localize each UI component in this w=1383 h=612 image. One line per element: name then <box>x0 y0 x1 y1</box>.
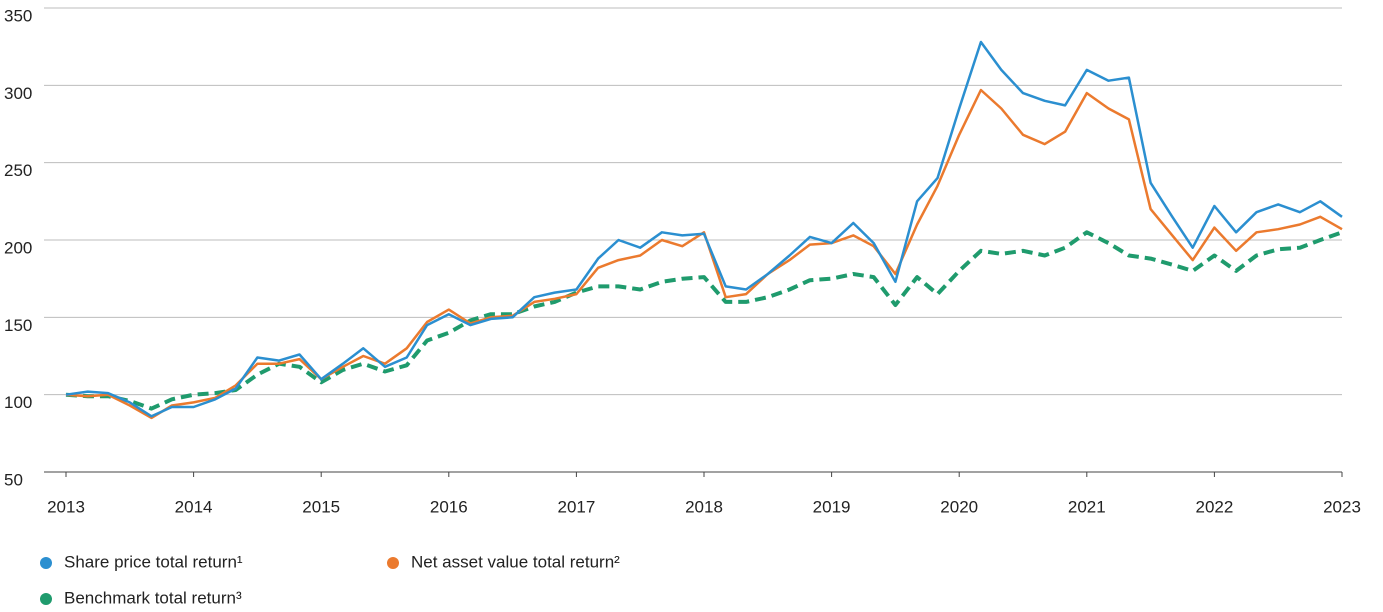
y-tick-label: 100 <box>4 393 32 412</box>
x-tick-label: 2014 <box>175 497 213 516</box>
x-tick-label: 2016 <box>430 497 468 516</box>
y-tick-label: 300 <box>4 84 32 103</box>
series-line <box>65 40 1343 418</box>
legend-label: Share price total return¹ <box>64 552 243 571</box>
x-tick-label: 2020 <box>940 497 978 516</box>
legend-marker <box>40 557 52 569</box>
x-tick-label: 2013 <box>47 497 85 516</box>
series-line <box>65 230 1343 411</box>
x-tick-label: 2015 <box>302 497 340 516</box>
y-tick-label: 350 <box>4 6 32 25</box>
y-tick-label: 50 <box>4 470 23 489</box>
legend-label: Benchmark total return³ <box>64 588 242 607</box>
x-tick-label: 2017 <box>557 497 595 516</box>
x-tick-label: 2019 <box>813 497 851 516</box>
x-tick-label: 2018 <box>685 497 723 516</box>
legend-label: Net asset value total return² <box>411 552 620 571</box>
y-tick-label: 200 <box>4 238 32 257</box>
y-tick-label: 150 <box>4 316 32 335</box>
x-tick-label: 2023 <box>1323 497 1361 516</box>
x-tick-label: 2022 <box>1195 497 1233 516</box>
legend-marker <box>387 557 399 569</box>
y-tick-label: 250 <box>4 161 32 180</box>
legend-marker <box>40 593 52 605</box>
series-line <box>65 88 1343 420</box>
x-tick-label: 2021 <box>1068 497 1106 516</box>
